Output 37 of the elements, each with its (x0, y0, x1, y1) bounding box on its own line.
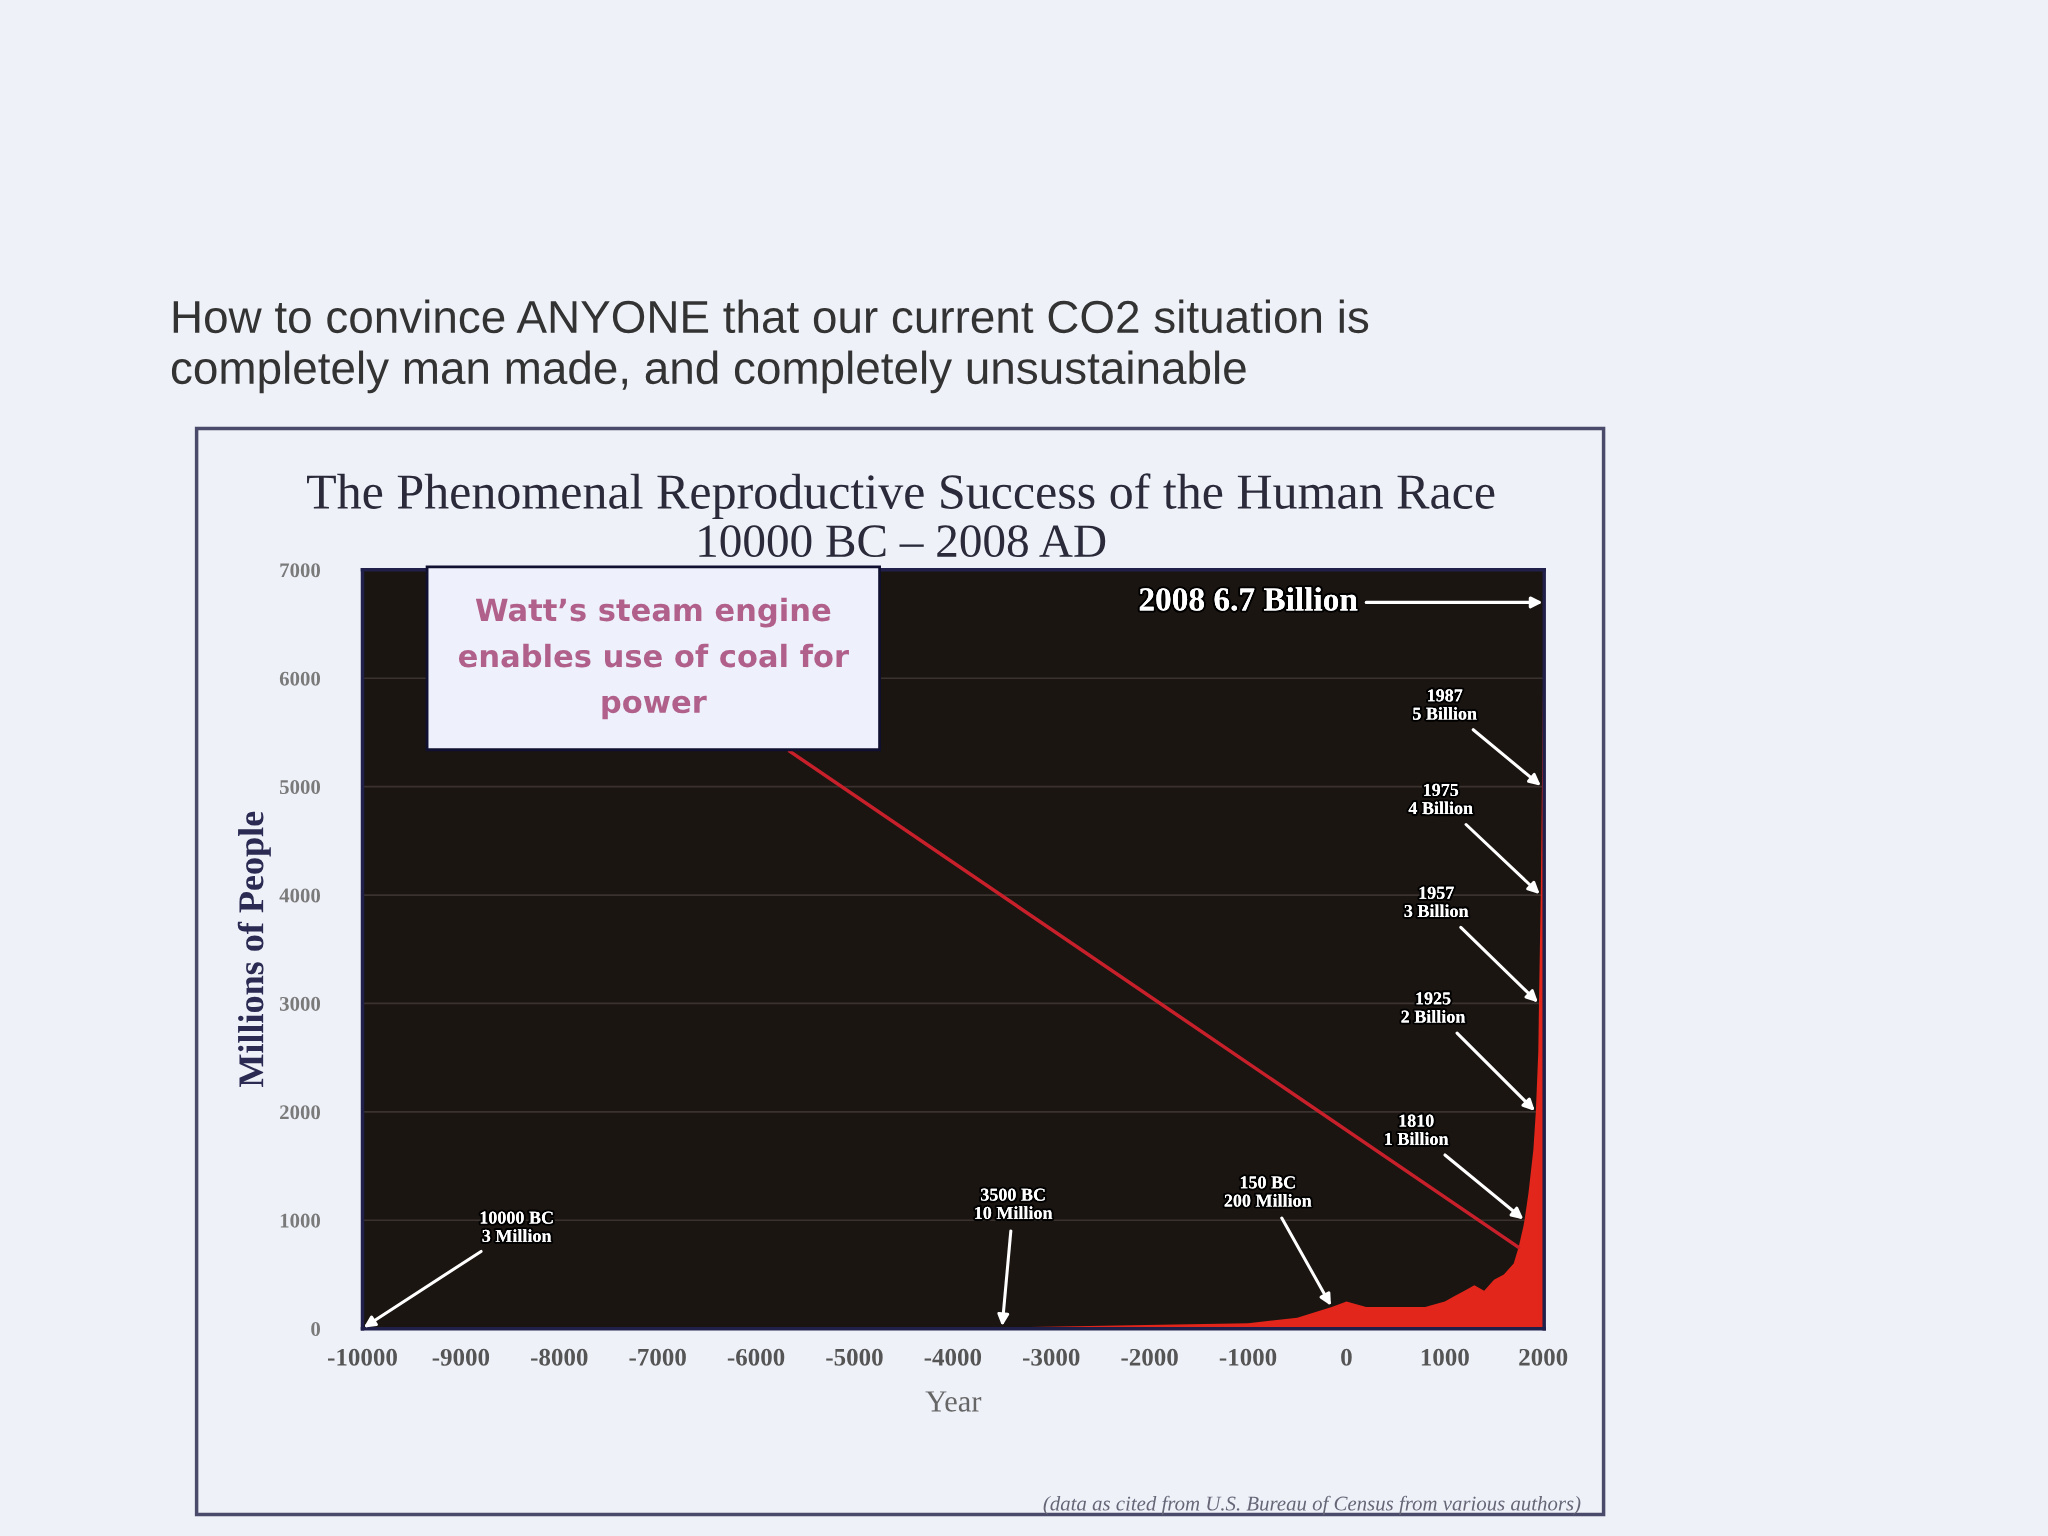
x-tick-label: -3000 (1023, 1348, 1080, 1366)
x-tick-label: -9000 (432, 1348, 490, 1366)
annotation: Watt’s steam engine enables use of coal for power (458, 597, 849, 720)
chart-subtitle: 10000 BC – 2008 AD (699, 525, 1106, 558)
y-tick-label: 4000 (279, 888, 321, 903)
x-tick-label: -10000 (328, 1348, 397, 1366)
y-tick-label: 2000 (280, 1105, 321, 1120)
x-tick-label: -8000 (531, 1348, 588, 1366)
x-tick-label: -7000 (629, 1348, 686, 1366)
annotation: 1925 2 Billion (1401, 992, 1466, 1023)
annotation: 3500 BC 10 Million (975, 1188, 1053, 1219)
text: How to convince ANYONE that our current CO2 situation is completely man made, and completely unsustainable (171, 299, 1369, 394)
annotation: 150 BC 200 Million (1224, 1176, 1312, 1207)
annotation: 1810 1 Billion (1385, 1114, 1449, 1145)
y-tick-label: 0 (311, 1322, 321, 1337)
y-tick-label: 1000 (280, 1213, 321, 1228)
y-tick-label: 6000 (279, 671, 321, 686)
annotation: 1987 5 Billion (1413, 689, 1477, 720)
x-tick-label: 2000 (1519, 1348, 1568, 1366)
annotation: 1975 4 Billion (1408, 783, 1473, 815)
x-tick-label: 1000 (1421, 1348, 1469, 1366)
x-tick-label: -6000 (727, 1348, 785, 1366)
annotation: 2008 6.7 Billion (1139, 587, 1358, 611)
y-tick-label: 7000 (280, 563, 321, 578)
x-tick-label: 0 (1341, 1348, 1352, 1366)
annotation: 1957 3 Billion (1404, 886, 1469, 918)
x-tick-label: -4000 (924, 1348, 982, 1366)
x-axis-title: Year (925, 1391, 982, 1412)
y-axis-title: Millions of People (237, 811, 271, 1088)
text: (data as cited from U.S. Bureau of Census from various authors) (1043, 1495, 1581, 1515)
y-tick-label: 3000 (279, 996, 321, 1011)
annotation: 10000 BC 3 Million (480, 1211, 553, 1242)
x-tick-label: -2000 (1121, 1348, 1178, 1366)
chart-title: The Phenomenal Reproductive Success of the Human Race (307, 473, 1495, 520)
y-tick-label: 5000 (280, 780, 321, 795)
x-tick-label: -1000 (1219, 1348, 1277, 1366)
x-tick-label: -5000 (826, 1348, 883, 1366)
